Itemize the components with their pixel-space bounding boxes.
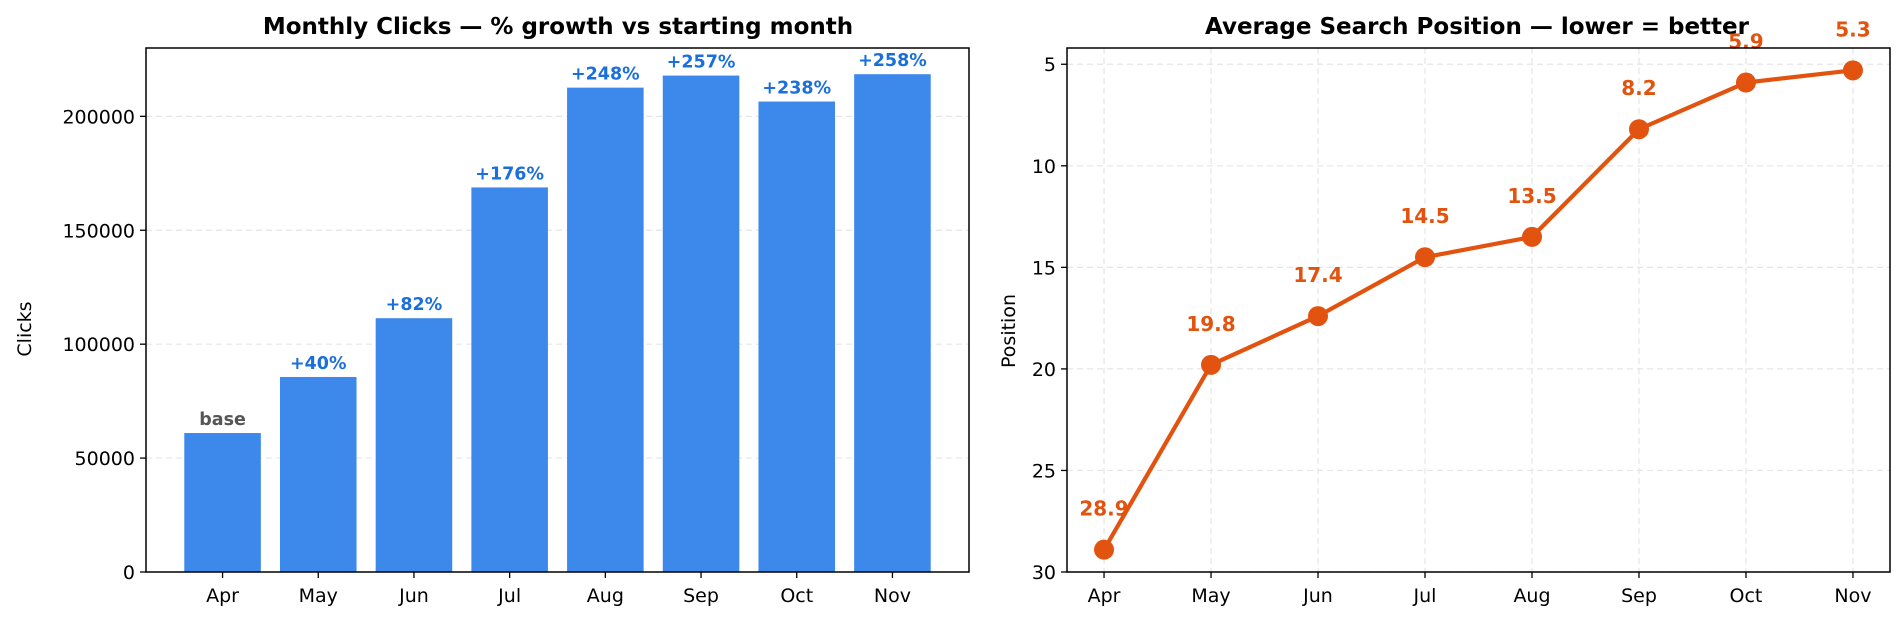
line-chart-y-tick-label: 20 (1032, 359, 1056, 381)
line-chart-title: Average Search Position — lower = better (1205, 14, 1750, 40)
position-point-nov (1842, 60, 1863, 81)
bar-data-label: +238% (762, 79, 831, 99)
line-chart-frame (1066, 47, 1891, 573)
position-point-sep (1628, 119, 1649, 140)
bar-chart-data-labels: base +40% +82% +176% +248% +257% +238% +258% (199, 51, 927, 430)
position-data-label: 14.5 (1400, 204, 1449, 228)
position-data-label: 8.2 (1621, 76, 1656, 100)
position-series-line (1102, 68, 1854, 551)
bar-chart-x-tick-label: May (299, 585, 338, 607)
line-chart-x-tick-label: Jun (1302, 585, 1333, 607)
position-point-jul (1415, 247, 1436, 268)
bar-aug (567, 87, 644, 573)
position-data-label: 17.4 (1293, 263, 1342, 287)
position-data-label: 13.5 (1507, 184, 1556, 208)
position-data-label: 5.9 (1728, 30, 1763, 54)
position-point-oct (1735, 72, 1756, 93)
line-chart-series (1094, 60, 1863, 560)
bar-chart-bars (184, 74, 931, 573)
bar-chart-x-tick-label: Jul (497, 585, 521, 607)
line-chart-y-axis-label: Position (998, 294, 1020, 368)
bar-apr (184, 433, 261, 572)
bar-chart-y-tick-label: 0 (123, 562, 135, 584)
bar-data-label: +248% (571, 65, 640, 85)
line-chart-y-tick-label: 10 (1032, 156, 1056, 178)
position-line-chart: Average Search Position — lower = better… (998, 14, 1891, 607)
bar-sep (662, 75, 740, 572)
bar-chart-y-tick-label: 100000 (62, 334, 135, 356)
position-data-label: 5.3 (1835, 17, 1870, 41)
bar-chart-title: Monthly Clicks — % growth vs starting mo… (263, 14, 853, 40)
line-chart-x-tick-label: Apr (1088, 585, 1121, 607)
bar-chart-x-ticks: Apr May Jun Jul Aug Sep Oct Nov (206, 572, 911, 607)
line-chart-x-tick-label: Oct (1730, 585, 1763, 607)
line-chart-y-ticks: 5 10 15 20 25 30 (1032, 54, 1067, 584)
bar-jul (471, 187, 548, 572)
bar-chart-x-tick-label: Sep (683, 585, 719, 607)
line-chart-y-tick-label: 30 (1032, 562, 1056, 584)
line-chart-x-ticks: Apr May Jun Jul Aug Sep Oct Nov (1088, 572, 1872, 607)
bar-data-label: base (199, 410, 246, 430)
position-point-jun (1308, 306, 1329, 327)
line-chart-gridlines (1067, 48, 1890, 573)
position-point-aug (1521, 226, 1542, 247)
bar-chart-gridlines (146, 115, 969, 459)
bar-chart-y-ticks: 0 50000 100000 150000 200000 (62, 106, 146, 584)
clicks-bar-chart: Monthly Clicks — % growth vs starting mo… (14, 14, 970, 607)
bar-chart-x-tick-label: Apr (206, 585, 239, 607)
line-chart-x-tick-label: Sep (1621, 585, 1657, 607)
bar-chart-x-tick-label: Aug (587, 585, 624, 607)
line-chart-y-tick-label: 25 (1032, 460, 1056, 482)
line-chart-x-tick-label: May (1191, 585, 1230, 607)
bar-nov (854, 74, 931, 572)
line-chart-x-tick-label: Aug (1513, 585, 1550, 607)
bar-chart-y-axis-label: Clicks (14, 301, 36, 356)
bar-may (279, 376, 357, 572)
bar-chart-y-tick-label: 150000 (62, 220, 135, 242)
line-chart-x-tick-label: Jul (1413, 585, 1437, 607)
position-data-label: 19.8 (1186, 312, 1235, 336)
bar-chart-x-tick-label: Oct (780, 585, 813, 607)
line-chart-data-labels: 28.9 19.8 17.4 14.5 13.5 8.2 5.9 5.3 (1079, 17, 1870, 520)
position-point-may (1201, 354, 1222, 375)
bar-oct (758, 101, 836, 573)
bar-data-label: +258% (858, 51, 927, 71)
bar-chart-x-tick-label: Nov (874, 585, 911, 607)
bar-jun (375, 318, 453, 572)
bar-chart-y-tick-label: 50000 (75, 448, 135, 470)
bar-data-label: +82% (386, 295, 443, 315)
position-point-apr (1094, 539, 1115, 560)
bar-data-label: +40% (290, 354, 347, 374)
line-chart-x-tick-label: Nov (1834, 585, 1871, 607)
line-chart-y-tick-label: 15 (1032, 257, 1056, 279)
bar-data-label: +176% (475, 164, 544, 184)
line-chart-y-tick-label: 5 (1044, 54, 1056, 76)
bar-chart-x-tick-label: Jun (398, 585, 429, 607)
bar-chart-y-tick-label: 200000 (62, 106, 135, 128)
position-data-label: 28.9 (1079, 497, 1128, 521)
bar-data-label: +257% (667, 53, 736, 73)
bar-chart-frame (145, 47, 970, 573)
